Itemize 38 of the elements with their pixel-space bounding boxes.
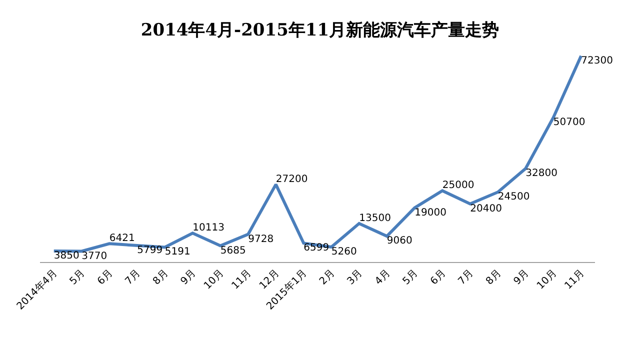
data-label: 5685 <box>220 245 246 256</box>
data-label: 3850 <box>54 250 80 262</box>
x-tick-label: 9月 <box>178 268 198 288</box>
x-tick-label: 6月 <box>96 268 116 288</box>
data-label: 6421 <box>109 233 135 244</box>
data-label: 6599 <box>304 242 330 254</box>
data-label: 27200 <box>276 174 308 185</box>
x-tick-label: 5月 <box>68 268 88 288</box>
x-tick-label: 5月 <box>400 268 420 288</box>
x-tick-label: 11月 <box>562 268 587 292</box>
x-tick-label: 4月 <box>373 268 393 288</box>
data-label: 5191 <box>164 246 190 258</box>
data-label: 32800 <box>526 168 558 179</box>
chart-title: 2014年4月-2015年11月新能源汽车产量走势 <box>140 20 500 40</box>
x-tick-label: 11月 <box>230 268 254 292</box>
x-tick-label: 10月 <box>202 268 226 292</box>
data-label: 50700 <box>553 116 586 128</box>
data-label: 24500 <box>498 192 530 203</box>
data-label: 10113 <box>192 222 224 234</box>
data-label: 20400 <box>470 203 502 214</box>
data-label: 3770 <box>82 250 108 262</box>
x-tick-label: 8月 <box>151 268 171 288</box>
x-tick-label: 7月 <box>456 268 476 288</box>
data-label: 13500 <box>359 213 391 224</box>
data-label: 72300 <box>581 55 613 66</box>
x-tick-label: 3月 <box>345 268 365 288</box>
data-label: 25000 <box>442 180 474 192</box>
x-tick-label: 6月 <box>428 268 448 288</box>
data-label: 9728 <box>248 234 274 245</box>
data-label: 19000 <box>414 207 446 218</box>
data-label: 5799 <box>137 244 163 256</box>
x-tick-label: 8月 <box>484 268 504 288</box>
x-tick-label: 9月 <box>512 268 532 288</box>
data-label: 9060 <box>386 236 412 247</box>
x-tick-label: 10月 <box>535 268 560 292</box>
data-label: 5260 <box>331 246 357 258</box>
x-tick-label: 2月 <box>318 268 338 288</box>
x-tick-label: 7月 <box>123 268 143 288</box>
